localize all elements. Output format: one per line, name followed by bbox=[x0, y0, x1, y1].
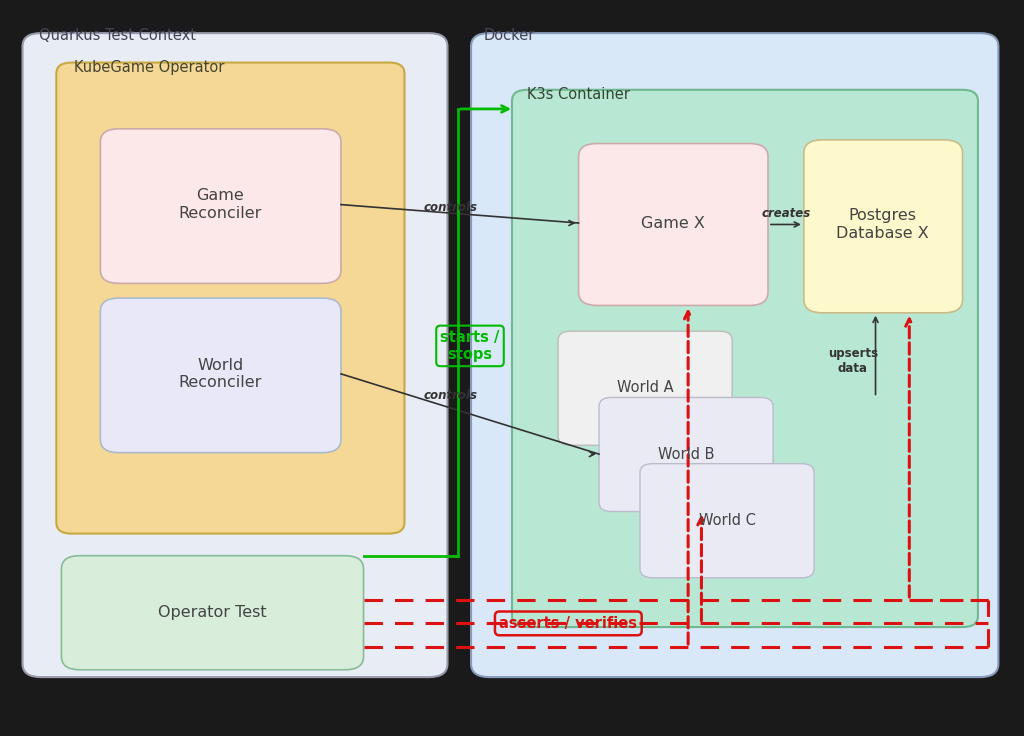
FancyBboxPatch shape bbox=[804, 140, 963, 313]
FancyBboxPatch shape bbox=[579, 144, 768, 305]
FancyBboxPatch shape bbox=[512, 90, 978, 627]
FancyBboxPatch shape bbox=[56, 63, 404, 534]
Text: Operator Test: Operator Test bbox=[158, 605, 266, 620]
Text: Game X: Game X bbox=[641, 216, 705, 230]
FancyBboxPatch shape bbox=[100, 298, 341, 453]
Text: World B: World B bbox=[657, 447, 715, 461]
Text: K3s Container: K3s Container bbox=[527, 87, 630, 102]
Text: Postgres
Database X: Postgres Database X bbox=[837, 208, 929, 241]
Text: KubeGame Operator: KubeGame Operator bbox=[74, 60, 224, 75]
Text: Quarkus Test Context: Quarkus Test Context bbox=[39, 28, 196, 43]
FancyBboxPatch shape bbox=[100, 129, 341, 283]
Text: World C: World C bbox=[698, 513, 756, 528]
Text: World A: World A bbox=[616, 381, 674, 395]
FancyBboxPatch shape bbox=[471, 33, 998, 677]
Text: controls: controls bbox=[424, 201, 477, 214]
FancyBboxPatch shape bbox=[23, 33, 447, 677]
FancyBboxPatch shape bbox=[640, 464, 814, 578]
Text: controls: controls bbox=[424, 389, 477, 403]
Text: World
Reconciler: World Reconciler bbox=[178, 358, 262, 390]
Text: Docker: Docker bbox=[483, 28, 535, 43]
FancyBboxPatch shape bbox=[558, 331, 732, 445]
Text: asserts / verifies: asserts / verifies bbox=[500, 616, 637, 631]
FancyBboxPatch shape bbox=[61, 556, 364, 670]
Text: Game
Reconciler: Game Reconciler bbox=[178, 188, 262, 221]
FancyBboxPatch shape bbox=[599, 397, 773, 512]
Text: creates: creates bbox=[762, 207, 811, 220]
Text: starts /
stops: starts / stops bbox=[440, 330, 500, 362]
Text: upserts
data: upserts data bbox=[828, 347, 878, 375]
